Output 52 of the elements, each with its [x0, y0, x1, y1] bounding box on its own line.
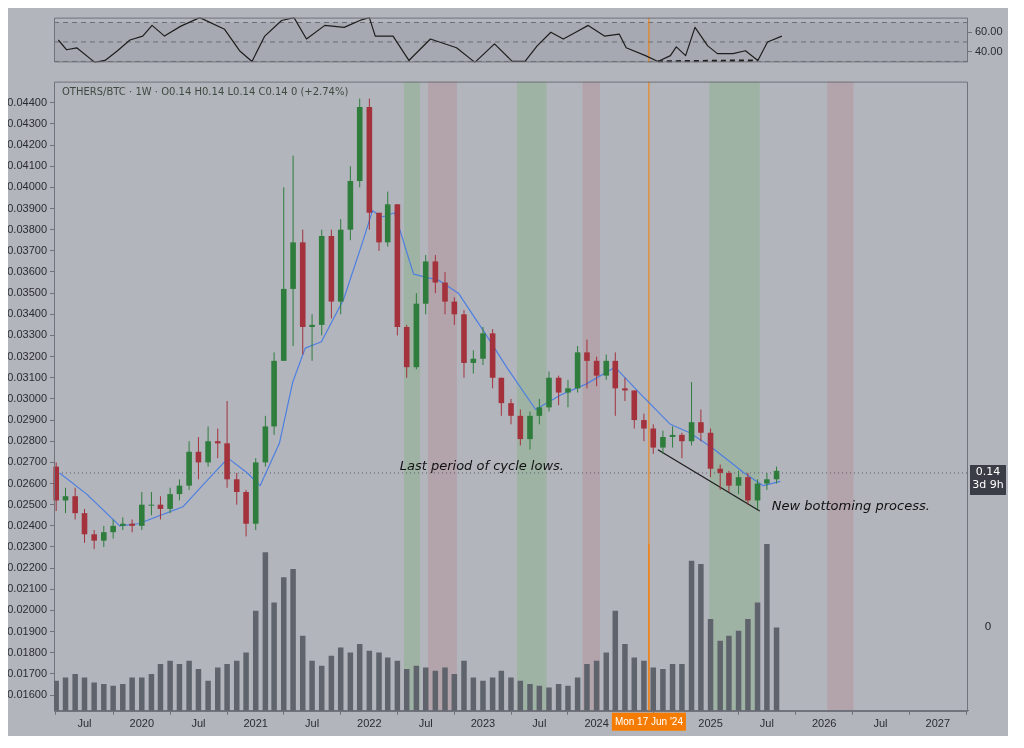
- annotation: New bottoming process.: [771, 497, 930, 513]
- y-tick-label: 40.00: [975, 44, 1003, 57]
- y-tick-label: 0.03100: [7, 370, 47, 383]
- x-tick-label: Jul: [418, 717, 433, 730]
- y-tick-label: 0.04200: [7, 138, 47, 151]
- x-tick-label: Jul: [873, 717, 888, 730]
- x-tick-label: 2025: [698, 717, 723, 730]
- x-tick-label: Jul: [191, 717, 206, 730]
- x-tick-label: 2026: [811, 717, 837, 730]
- y-tick-label: 0.02700: [7, 455, 47, 468]
- y-tick-label: 0.02600: [7, 476, 47, 489]
- y-tick-label: 0.02100: [7, 582, 47, 595]
- text: OTHERS/BTC · 1W · O0.14 H0.14 L0.14 C0.14 0 (+2.74%): [62, 86, 349, 98]
- y-tick-label: 0.04300: [7, 116, 47, 129]
- y-tick-label: 0.01700: [7, 666, 47, 679]
- x-tick-label: 2022: [357, 717, 382, 730]
- y-tick-label: 0.03300: [7, 328, 47, 341]
- y-tick-label: 0.02500: [7, 497, 47, 510]
- x-tick-label: 2027: [925, 717, 951, 730]
- y-tick-label: 0.01800: [7, 645, 47, 658]
- y-tick-label: 0.02300: [7, 540, 47, 553]
- x-tick-label: Jul: [77, 717, 92, 730]
- y-tick-label: 0.03400: [7, 307, 47, 320]
- annotation: Last period of cycle lows.: [399, 457, 564, 473]
- text: 0: [984, 620, 992, 634]
- y-tick-label: 0.01900: [7, 624, 47, 637]
- x-tick-label: Jul: [532, 717, 547, 730]
- y-tick-label: 0.02000: [7, 603, 47, 616]
- y-tick-label: 0.03600: [7, 265, 47, 278]
- y-tick-label: 0.02200: [7, 561, 47, 574]
- y-tick-label: 0.03000: [7, 391, 47, 404]
- y-tick-label: 0.04100: [7, 159, 47, 172]
- y-tick-label: 0.02900: [7, 413, 47, 426]
- x-tick-label: 2024: [584, 717, 609, 730]
- x-tick-label: 2021: [243, 717, 268, 730]
- y-tick-label: 0.03200: [7, 349, 47, 362]
- y-tick-label: 0.03700: [7, 243, 47, 256]
- x-tick-label: 2023: [470, 717, 496, 730]
- y-tick-label: 60.00: [975, 25, 1003, 38]
- y-tick-label: 0.02800: [7, 434, 47, 447]
- ref-line-label: 0.14 3d 9h: [972, 464, 1004, 491]
- x-tick-label: Jul: [759, 717, 774, 730]
- y-tick-label: 0.03500: [7, 286, 47, 299]
- ref-line-label: Mon 17 Jun '24: [614, 715, 684, 727]
- y-tick-label: 0.03800: [7, 222, 47, 235]
- y-tick-label: 0.04400: [7, 95, 47, 108]
- x-tick-label: Jul: [305, 717, 320, 730]
- y-tick-label: 0.02400: [7, 518, 47, 531]
- x-tick-label: 2020: [129, 717, 155, 730]
- y-tick-label: 0.03900: [7, 201, 47, 214]
- y-tick-label: 0.04000: [7, 180, 47, 193]
- y-tick-label: 0.01600: [7, 688, 47, 701]
